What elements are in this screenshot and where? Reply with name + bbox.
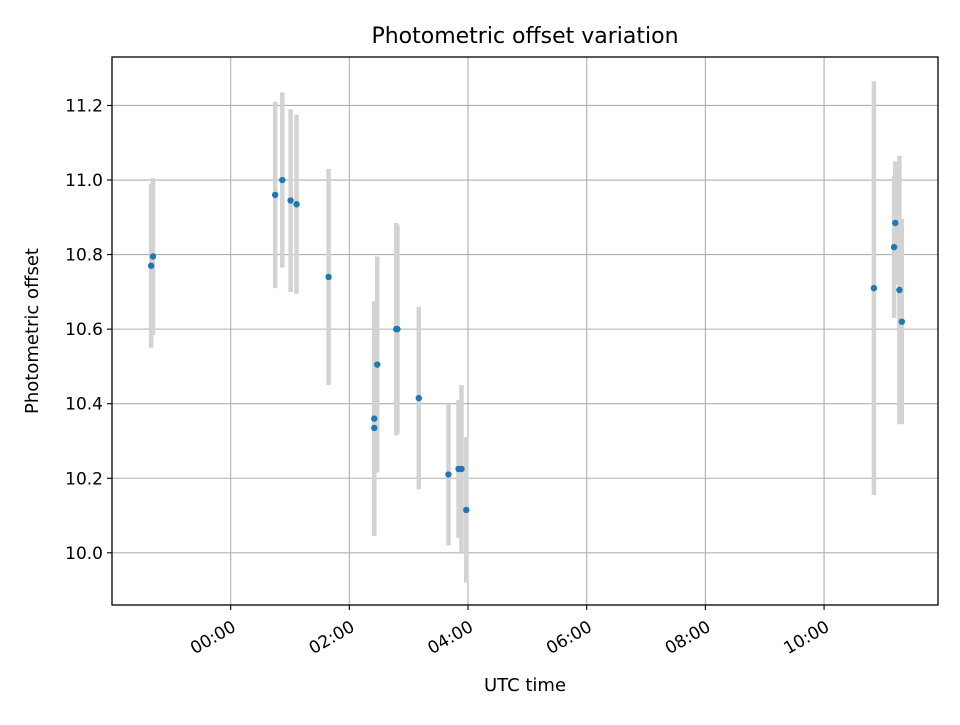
x-tick-label: 08:00 xyxy=(662,617,714,659)
y-tick-label: 11.2 xyxy=(65,96,103,116)
data-point xyxy=(463,506,470,514)
data-points xyxy=(147,176,906,514)
data-point xyxy=(458,465,465,473)
y-tick-label: 10.2 xyxy=(65,469,103,489)
data-point xyxy=(394,325,401,333)
x-tick-label: 04:00 xyxy=(424,617,476,659)
y-tick-label: 10.0 xyxy=(65,544,103,564)
data-point xyxy=(892,219,899,227)
plot-frame xyxy=(111,56,939,606)
data-point xyxy=(325,273,332,281)
data-point xyxy=(287,197,294,204)
data-point xyxy=(415,394,422,402)
data-point xyxy=(890,243,898,251)
data-point xyxy=(371,424,378,432)
data-point xyxy=(271,191,279,199)
data-point xyxy=(149,253,157,260)
x-tick-label: 10:00 xyxy=(781,617,833,659)
x-axis-ticks: 00:00 02:00 04:00 06:00 08:00 10:00 xyxy=(187,605,833,659)
data-point xyxy=(147,262,155,269)
y-tick-label: 10.4 xyxy=(65,395,103,415)
x-tick-label: 06:00 xyxy=(543,617,595,659)
data-point xyxy=(279,176,286,184)
grid xyxy=(112,57,938,605)
data-point xyxy=(293,201,300,208)
chart-title: Photometric offset variation xyxy=(371,24,678,49)
y-tick-label: 11.0 xyxy=(65,171,103,191)
data-point xyxy=(898,318,906,325)
error-bars xyxy=(148,81,905,583)
y-axis-ticks: 10.0 10.2 10.4 10.6 10.8 11.0 11.2 xyxy=(65,96,112,564)
x-axis-label: UTC time xyxy=(484,675,566,696)
x-tick-label: 02:00 xyxy=(306,617,358,659)
data-point xyxy=(371,415,378,422)
x-tick-label: 00:00 xyxy=(187,617,239,659)
data-point xyxy=(374,361,381,368)
data-point xyxy=(445,471,452,478)
data-point xyxy=(896,286,903,294)
data-point xyxy=(870,284,878,292)
y-tick-label: 10.6 xyxy=(65,320,103,340)
y-tick-label: 10.8 xyxy=(65,246,103,266)
y-axis-label: Photometric offset xyxy=(22,248,43,414)
